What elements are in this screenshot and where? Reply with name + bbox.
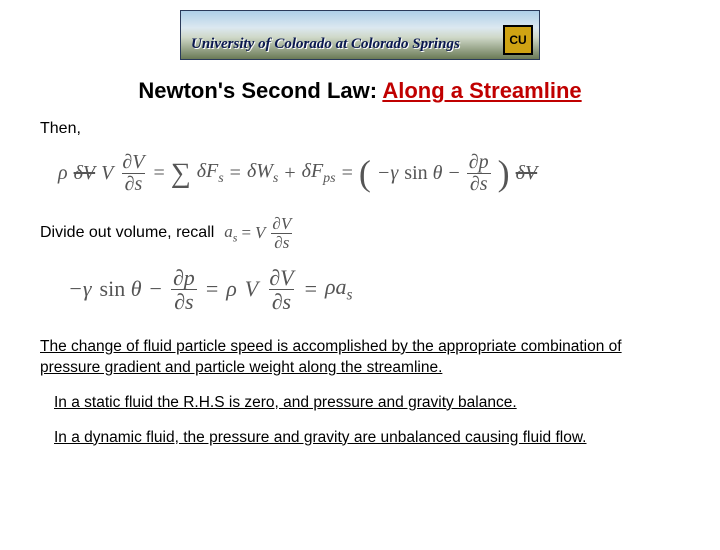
sym-sum: ∑	[171, 160, 191, 188]
university-banner: University of Colorado at Colorado Sprin…	[180, 10, 540, 60]
sin-theta2: sin θ	[100, 276, 142, 302]
content: Then, ρ δV V ∂V ∂s = ∑ δFs = δWs + δFps …	[0, 104, 720, 449]
sym-rho: ρ	[58, 162, 68, 185]
sym-eq2: =	[230, 162, 241, 185]
sym-plus: +	[284, 162, 295, 185]
page-title: Newton's Second Law: Along a Streamline	[0, 78, 720, 104]
banner-text: University of Colorado at Colorado Sprin…	[191, 36, 460, 53]
rparen: )	[498, 161, 510, 186]
frac-dVds: ∂V ∂s	[119, 152, 147, 195]
sym-eq: =	[153, 162, 164, 185]
neg-gamma: −γ	[377, 162, 398, 185]
sym-V: V	[101, 162, 113, 185]
sym-dWs: δWs	[247, 160, 278, 187]
eq-a: =	[206, 276, 218, 302]
lparen: (	[359, 161, 371, 186]
V2: V	[245, 276, 258, 302]
sym-dV2-strike: δV	[516, 162, 538, 185]
equation-1: ρ δV V ∂V ∂s = ∑ δFs = δWs + δFps = ( −γ…	[58, 152, 680, 195]
rho-as: ρas	[325, 274, 353, 304]
sin-theta: sin θ	[404, 162, 442, 185]
frac-dVds2: ∂V ∂s	[266, 266, 296, 313]
minus: −	[448, 162, 459, 185]
rho2: ρ	[226, 276, 237, 302]
equation-2: −γ sin θ − ∂p ∂s = ρ V ∂V ∂s = ρas	[68, 266, 680, 313]
divide-line: Divide out volume, recall as = V ∂V ∂s	[40, 215, 680, 252]
sym-eq3: =	[342, 162, 353, 185]
minus2: −	[150, 276, 162, 302]
text-divide: Divide out volume, recall	[40, 224, 214, 242]
paragraph-1: The change of fluid particle speed is ac…	[40, 337, 680, 379]
neg-gamma2: −γ	[68, 276, 92, 302]
sym-dV-strike: δV	[74, 162, 96, 185]
paragraph-3: In a dynamic fluid, the pressure and gra…	[54, 428, 680, 449]
text-then: Then,	[40, 120, 680, 138]
sym-dFps: δFps	[302, 160, 336, 187]
eq-b: =	[305, 276, 317, 302]
title-part1: Newton's Second Law:	[138, 78, 382, 103]
title-part2: Along a Streamline	[382, 78, 581, 103]
banner-logo: CU	[503, 25, 533, 55]
recall-equation: as = V ∂V ∂s	[224, 215, 294, 252]
frac-dpds2: ∂p ∂s	[170, 266, 198, 313]
paragraph-2: In a static fluid the R.H.S is zero, and…	[54, 393, 680, 414]
sym-dFs: δFs	[197, 160, 224, 187]
frac-dpds: ∂p ∂s	[466, 152, 492, 195]
